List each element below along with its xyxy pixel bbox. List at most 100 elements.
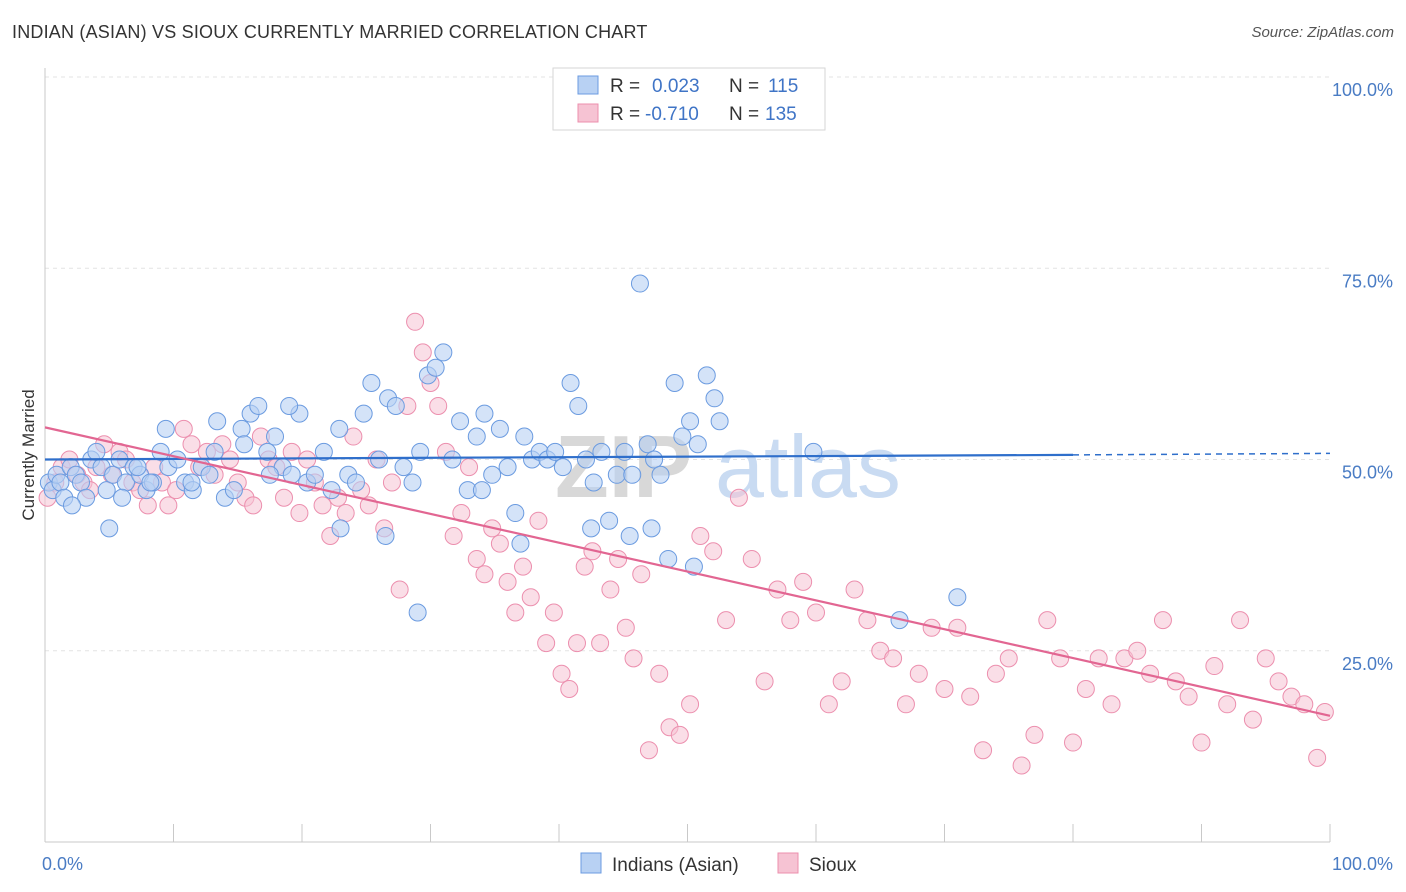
- indians-asian-point-103: [376, 527, 395, 545]
- indians-asian-point-96: [156, 419, 175, 438]
- indians-asian-point-86: [673, 427, 692, 446]
- indians-asian-trendline: [44, 453, 1074, 461]
- indians-asian-point-98: [205, 442, 224, 461]
- x-ticks: [44, 824, 1331, 842]
- sioux-point-125: [1218, 695, 1237, 714]
- sioux-points: [38, 312, 1334, 775]
- indians-asian-point-32: [249, 396, 268, 415]
- indians-asian-point-108: [620, 527, 639, 545]
- indians-asian-point-54: [426, 358, 445, 377]
- indians-asian-point-81: [638, 435, 657, 454]
- indians-asian-point-92: [100, 519, 119, 538]
- indians-asian-point-40: [314, 442, 333, 461]
- sioux-point-82: [670, 725, 689, 744]
- axes: [44, 68, 1331, 843]
- sioux-point-64: [521, 588, 540, 607]
- sioux-point-41: [344, 427, 363, 446]
- y-tick-label-1: 50.0%: [1342, 463, 1393, 483]
- sioux-point-14: [138, 496, 157, 515]
- legend-r-label-1: R =: [610, 76, 640, 97]
- indians-asian-point-79: [623, 465, 642, 484]
- sioux-point-19: [174, 419, 193, 438]
- legend-r-label-2: R =: [610, 104, 640, 125]
- indians-asian-point-50: [394, 458, 413, 477]
- indians-asian-point-82: [645, 450, 664, 469]
- indians-asian-trendline-extension: [1072, 452, 1331, 456]
- sioux-point-108: [999, 649, 1018, 668]
- sioux-point-89: [755, 672, 774, 691]
- indians-asian-points: [39, 274, 967, 630]
- sioux-point-111: [1038, 611, 1057, 630]
- indians-asian-point-49: [386, 396, 405, 415]
- legend-n-label-2: N =: [729, 104, 759, 125]
- indians-asian-point-42: [330, 419, 349, 438]
- indians-asian-point-107: [582, 519, 601, 538]
- y-tick-label-0: 25.0%: [1342, 654, 1393, 674]
- indians-asian-point-29: [224, 481, 243, 500]
- indians-asian-point-70: [553, 458, 572, 477]
- indians-asian-point-111: [710, 412, 729, 431]
- sioux-point-129: [1269, 672, 1288, 691]
- sioux-point-77: [624, 649, 643, 668]
- indians-asian-point-56: [443, 450, 462, 469]
- watermark-zip: ZIP: [555, 417, 692, 516]
- sioux-point-65: [529, 511, 548, 530]
- watermark: ZIP atlas: [555, 417, 901, 516]
- sioux-point-71: [575, 557, 594, 576]
- y-tick-label-2: 75.0%: [1342, 271, 1393, 291]
- indians-asian-point-114: [804, 442, 823, 461]
- sioux-point-116: [1102, 695, 1121, 714]
- sioux-point-85: [704, 542, 723, 561]
- sioux-point-123: [1192, 733, 1211, 752]
- sioux-point-33: [282, 442, 301, 461]
- indians-asian-point-59: [467, 427, 486, 446]
- x-tick-label-max: 100.0%: [1332, 854, 1393, 874]
- sioux-point-58: [475, 565, 494, 584]
- indians-asian-point-10: [87, 442, 106, 461]
- indians-asian-point-90: [705, 389, 724, 408]
- indians-asian-point-34: [266, 427, 285, 446]
- indians-asian-point-110: [684, 557, 703, 576]
- indians-asian-point-8: [77, 488, 96, 507]
- sioux-point-127: [1243, 710, 1262, 729]
- indians-asian-point-63: [498, 458, 517, 477]
- sioux-point-128: [1256, 649, 1275, 668]
- indians-asian-point-102: [331, 519, 350, 538]
- indians-asian-point-76: [600, 511, 619, 530]
- legend-r-value-2: -0.710: [645, 104, 699, 125]
- indians-asian-point-89: [697, 366, 716, 385]
- sioux-point-20: [182, 435, 201, 454]
- sioux-point-95: [832, 672, 851, 691]
- legend-r-value-1: 0.023: [652, 76, 700, 97]
- indians-asian-point-60: [475, 404, 494, 423]
- sioux-point-62: [506, 603, 525, 622]
- bottom-legend: Indians (Asian) Sioux: [580, 852, 857, 876]
- indians-asian-point-113: [948, 588, 967, 607]
- sioux-point-93: [807, 603, 825, 622]
- indians-asian-point-27: [208, 412, 227, 431]
- sioux-point-120: [1153, 611, 1172, 630]
- sioux-point-70: [567, 634, 586, 653]
- sioux-point-99: [884, 649, 903, 668]
- legend-swatch-pink: [577, 103, 599, 123]
- indians-asian-point-61: [483, 465, 502, 484]
- sioux-point-96: [845, 580, 864, 599]
- sioux-point-75: [609, 549, 628, 568]
- sioux-point-63: [514, 557, 533, 576]
- sioux-point-126: [1231, 611, 1250, 630]
- bottom-legend-swatch-blue: [580, 852, 602, 874]
- indians-asian-point-65: [515, 427, 534, 446]
- chart-title: INDIAN (ASIAN) VS SIOUX CURRENTLY MARRIE…: [12, 22, 648, 42]
- indians-asian-point-106: [511, 534, 530, 553]
- indians-asian-point-46: [362, 374, 381, 392]
- indians-asian-point-45: [354, 404, 373, 423]
- sioux-point-35: [298, 450, 317, 469]
- sioux-point-86: [717, 611, 736, 630]
- indians-asian-point-74: [584, 473, 603, 492]
- sioux-point-109: [1012, 756, 1031, 775]
- y-tick-labels: 25.0% 50.0% 75.0% 100.0%: [1332, 80, 1393, 674]
- indians-asian-point-55: [434, 343, 453, 362]
- indians-asian-point-109: [642, 519, 661, 538]
- sioux-point-78: [632, 565, 651, 584]
- indians-asian-point-104: [408, 603, 427, 622]
